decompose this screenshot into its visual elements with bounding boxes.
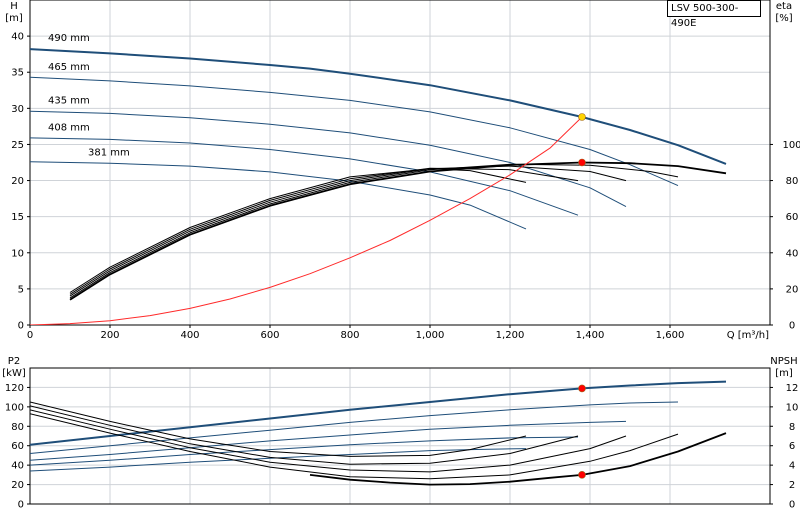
y-left-tick-label: 20 [11,176,24,187]
x-tick-label: 800 [340,330,359,341]
y-right-tick-label: 2 [789,480,795,491]
y-left-tick-label: 0 [18,500,24,511]
y-left-tick-label: 5 [18,284,24,295]
y-right-tick-label: 4 [789,461,795,472]
y-left-tick-label: 60 [11,441,24,452]
y-left-axis-unit: [kW] [2,368,26,379]
series-group [30,380,727,486]
x-tick-label: 1,600 [656,330,685,341]
y-left-axis-unit: [m] [5,13,23,24]
x-tick-label: 1,000 [416,330,445,341]
y-right-tick-label: 8 [789,422,795,433]
series-line-465-mm [30,76,679,187]
series-line-system [30,116,583,325]
series-line-p2-490 [30,380,727,446]
series-line-npsh-465 [30,413,679,480]
series-line-eff-490 [69,161,727,301]
series-line-435-mm [30,110,627,208]
series-line-npsh-381 [30,401,527,457]
y-right-axis-unit: [m] [775,368,793,379]
y-right-axis-unit: [%] [775,13,792,24]
series-line-eff-381 [69,168,527,293]
y-right-tick-label: 80 [786,176,799,187]
y-right-tick-label: 60 [786,212,799,223]
duty-point-marker [578,113,586,121]
series-group [30,48,727,325]
x-axis-label: Q [m³/h] [727,330,769,341]
duty-point-marker [578,158,586,167]
curve-label: 435 mm [48,95,90,106]
y-left-tick-label: 120 [5,383,24,394]
x-tick-label: 200 [100,330,119,341]
series-line-381-mm [30,161,527,230]
y-left-tick-label: 30 [11,104,24,115]
curve-label: 465 mm [48,62,90,73]
y-right-tick-label: 0 [789,321,795,332]
y-left-tick-label: 80 [11,422,24,433]
y-left-tick-label: 25 [11,140,24,151]
y-right-tick-label: 6 [789,441,795,452]
series-line-p2-435 [30,420,627,461]
y-left-tick-label: 15 [11,212,24,223]
series-line-eff-408 [69,167,579,295]
y-right-tick-label: 20 [786,284,799,295]
power-npsh-chart: 0 20 40 60 80 100 120 0 2 4 6 8 10 12 P2[kW] NPSH[m] [2,356,798,511]
y-left-axis-label: P2 [8,356,20,367]
series-line-490-mm [30,48,727,165]
plot-frame [29,0,771,326]
y-left-tick-label: 40 [11,32,24,43]
y-right-tick-label: 100 [782,140,800,151]
y-left-tick-label: 100 [5,402,24,413]
series-line-p2-381 [30,448,527,472]
y-right-tick-label: 0 [789,500,795,511]
y-left-tick-label: 40 [11,461,24,472]
y-left-tick-label: 0 [18,321,24,332]
curve-label: 490 mm [48,33,90,44]
model-label: LSV 500-300-490E [667,0,761,29]
x-tick-label: 0 [27,330,33,341]
series-line-npsh-408 [30,405,579,465]
y-left-tick-label: 10 [11,248,24,259]
y-left-tick-label: 35 [11,68,24,79]
duty-point-marker [578,384,586,393]
series-line-p2-408 [30,436,579,466]
series-line-eff-435 [69,165,627,297]
series-line-npsh-435 [30,409,627,473]
y-right-tick-label: 10 [786,402,799,413]
series-line-npsh-490 [309,432,727,486]
plot-frame [29,367,771,505]
x-tick-label: 400 [180,330,199,341]
x-tick-label: 600 [260,330,279,341]
y-right-axis-label: eta [776,1,792,12]
y-right-tick-label: 40 [786,248,799,259]
y-left-axis-label: H [10,1,18,12]
y-right-axis-label: NPSH [770,356,797,367]
y-right-tick-label: 12 [786,383,799,394]
curve-label: 381 mm [88,147,130,158]
series-line-eff-465 [69,163,679,299]
x-tick-label: 1,200 [496,330,525,341]
duty-point-marker [578,471,586,479]
series-line-408-mm [30,137,579,216]
x-tick-label: 1,400 [576,330,605,341]
y-left-tick-label: 20 [11,480,24,491]
curve-label: 408 mm [48,123,90,134]
